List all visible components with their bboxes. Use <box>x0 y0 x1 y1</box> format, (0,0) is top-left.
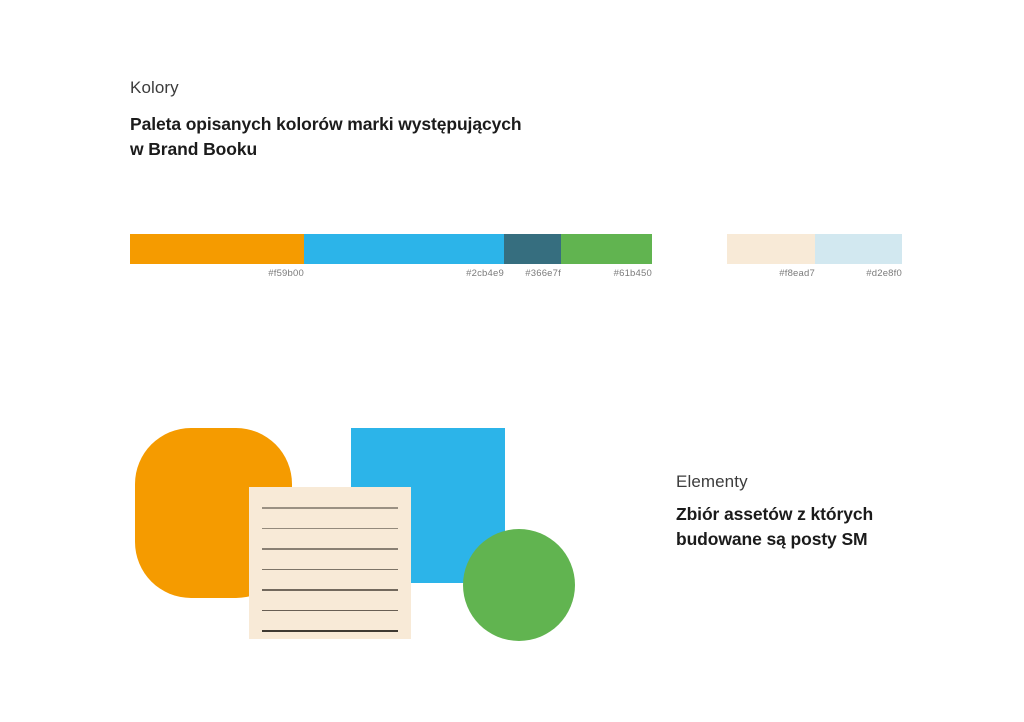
color-swatch[interactable]: #61b450 <box>561 234 652 279</box>
elements-section-eyebrow: Elementy <box>676 472 748 491</box>
color-swatch[interactable]: #366e7f <box>504 234 561 279</box>
color-swatch[interactable]: #f8ead7 <box>727 234 815 279</box>
paper-ruled-line <box>262 589 398 591</box>
color-swatch-hex-label: #61b450 <box>613 268 652 279</box>
square-shape <box>351 428 505 583</box>
color-swatch-hex-label: #f8ead7 <box>779 268 815 279</box>
colors-section-title: Paleta opisanych kolorów marki występują… <box>130 114 522 159</box>
color-swatch-hex-label: #2cb4e9 <box>466 268 504 279</box>
color-swatch-hex-label: #366e7f <box>525 268 561 279</box>
color-swatch[interactable]: #d2e8f0 <box>815 234 902 279</box>
color-swatch-hex-label: #d2e8f0 <box>866 268 902 279</box>
paper-ruled-line <box>262 630 398 632</box>
paper-ruled-line <box>262 609 398 612</box>
circle-shape <box>463 529 575 641</box>
color-swatch[interactable]: #f59b00 <box>130 234 304 279</box>
rounded-square-shape <box>135 428 292 598</box>
elements-section-title: Zbiór assetów z których budowane są post… <box>676 504 874 549</box>
colors-section-eyebrow: Kolory <box>130 78 179 97</box>
paper-ruled-line <box>262 527 398 530</box>
lined-paper-shape <box>249 487 411 639</box>
color-swatch[interactable]: #2cb4e9 <box>304 234 504 279</box>
paper-ruled-line <box>262 548 398 550</box>
primary-color-palette: #f59b00 #2cb4e9 #366e7f #61b450 <box>130 234 652 279</box>
paper-ruled-line <box>262 507 398 509</box>
color-swatch-hex-label: #f59b00 <box>268 268 304 279</box>
paper-ruled-line <box>262 568 398 571</box>
pastel-color-palette: #f8ead7 #d2e8f0 <box>727 234 902 279</box>
